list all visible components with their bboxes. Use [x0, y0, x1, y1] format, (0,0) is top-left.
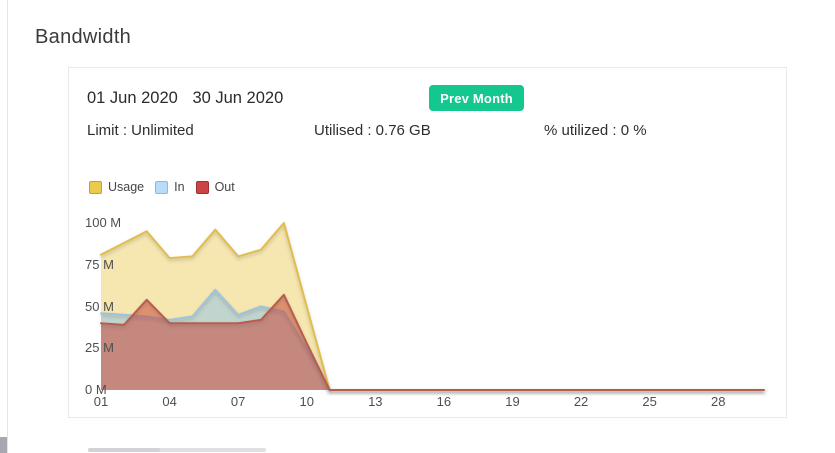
legend-item-in[interactable]: In: [155, 180, 185, 194]
percent-utilized-stat: % utilized : 0 %: [544, 122, 647, 139]
bandwidth-chart[interactable]: 0 M 25 M 50 M 75 M 100 M 01 04 07 10 13 16 19 22 25 28: [79, 211, 784, 416]
legend-label: Out: [214, 180, 235, 194]
x-axis-label-19: 19: [505, 394, 520, 409]
y-axis-label-50: 50 M: [85, 298, 114, 314]
x-axis-label-01: 01: [93, 394, 109, 409]
limit-stat: Limit : Unlimited: [87, 122, 194, 139]
date-start: 01 Jun 2020: [87, 89, 178, 107]
legend-swatch-usage: [89, 180, 102, 194]
line-out: [100, 293, 765, 391]
y-axis-label-25: 25 M: [85, 340, 114, 356]
x-axis-label-16: 16: [436, 394, 452, 409]
x-axis-label-04: 04: [162, 394, 177, 409]
x-axis-label-28: 28: [710, 394, 726, 409]
legend-label: Usage: [108, 180, 145, 194]
y-axis-label-0: 0 M: [85, 382, 107, 397]
scrollbar-corner: [0, 437, 7, 453]
x-axis-label-22: 22: [573, 394, 589, 409]
utilised-stat: Utilised : 0.76 GB: [314, 122, 431, 139]
x-axis-label-07: 07: [230, 394, 246, 409]
prev-month-button[interactable]: Prev Month: [429, 85, 524, 111]
legend-swatch-out: [195, 180, 209, 194]
y-axis-label-75: 75 M: [85, 256, 114, 272]
next-section-peek-bump: [88, 448, 160, 452]
legend-item-usage[interactable]: Usage: [89, 180, 144, 194]
chart-canvas[interactable]: [79, 211, 784, 416]
date-range: 01 Jun 2020 30 Jun 2020: [87, 89, 293, 108]
legend-label: In: [174, 180, 185, 194]
page-title: Bandwidth: [35, 26, 132, 48]
chart-legend: Usage In Out: [89, 180, 235, 194]
x-axis-label-10: 10: [299, 394, 314, 409]
date-end: 30 Jun 2020: [192, 89, 284, 107]
bandwidth-card: 01 Jun 2020 30 Jun 2020 Prev Month Limit…: [68, 67, 787, 418]
legend-item-out[interactable]: Out: [195, 180, 235, 194]
area-out: [101, 294, 764, 390]
legend-swatch-in: [155, 180, 169, 194]
x-axis-label-25: 25: [642, 394, 657, 409]
next-section-peek: [88, 448, 266, 452]
x-axis-label-13: 13: [368, 394, 383, 409]
y-axis-label-100: 100 M: [85, 215, 122, 230]
panel-left-border: [7, 0, 8, 453]
